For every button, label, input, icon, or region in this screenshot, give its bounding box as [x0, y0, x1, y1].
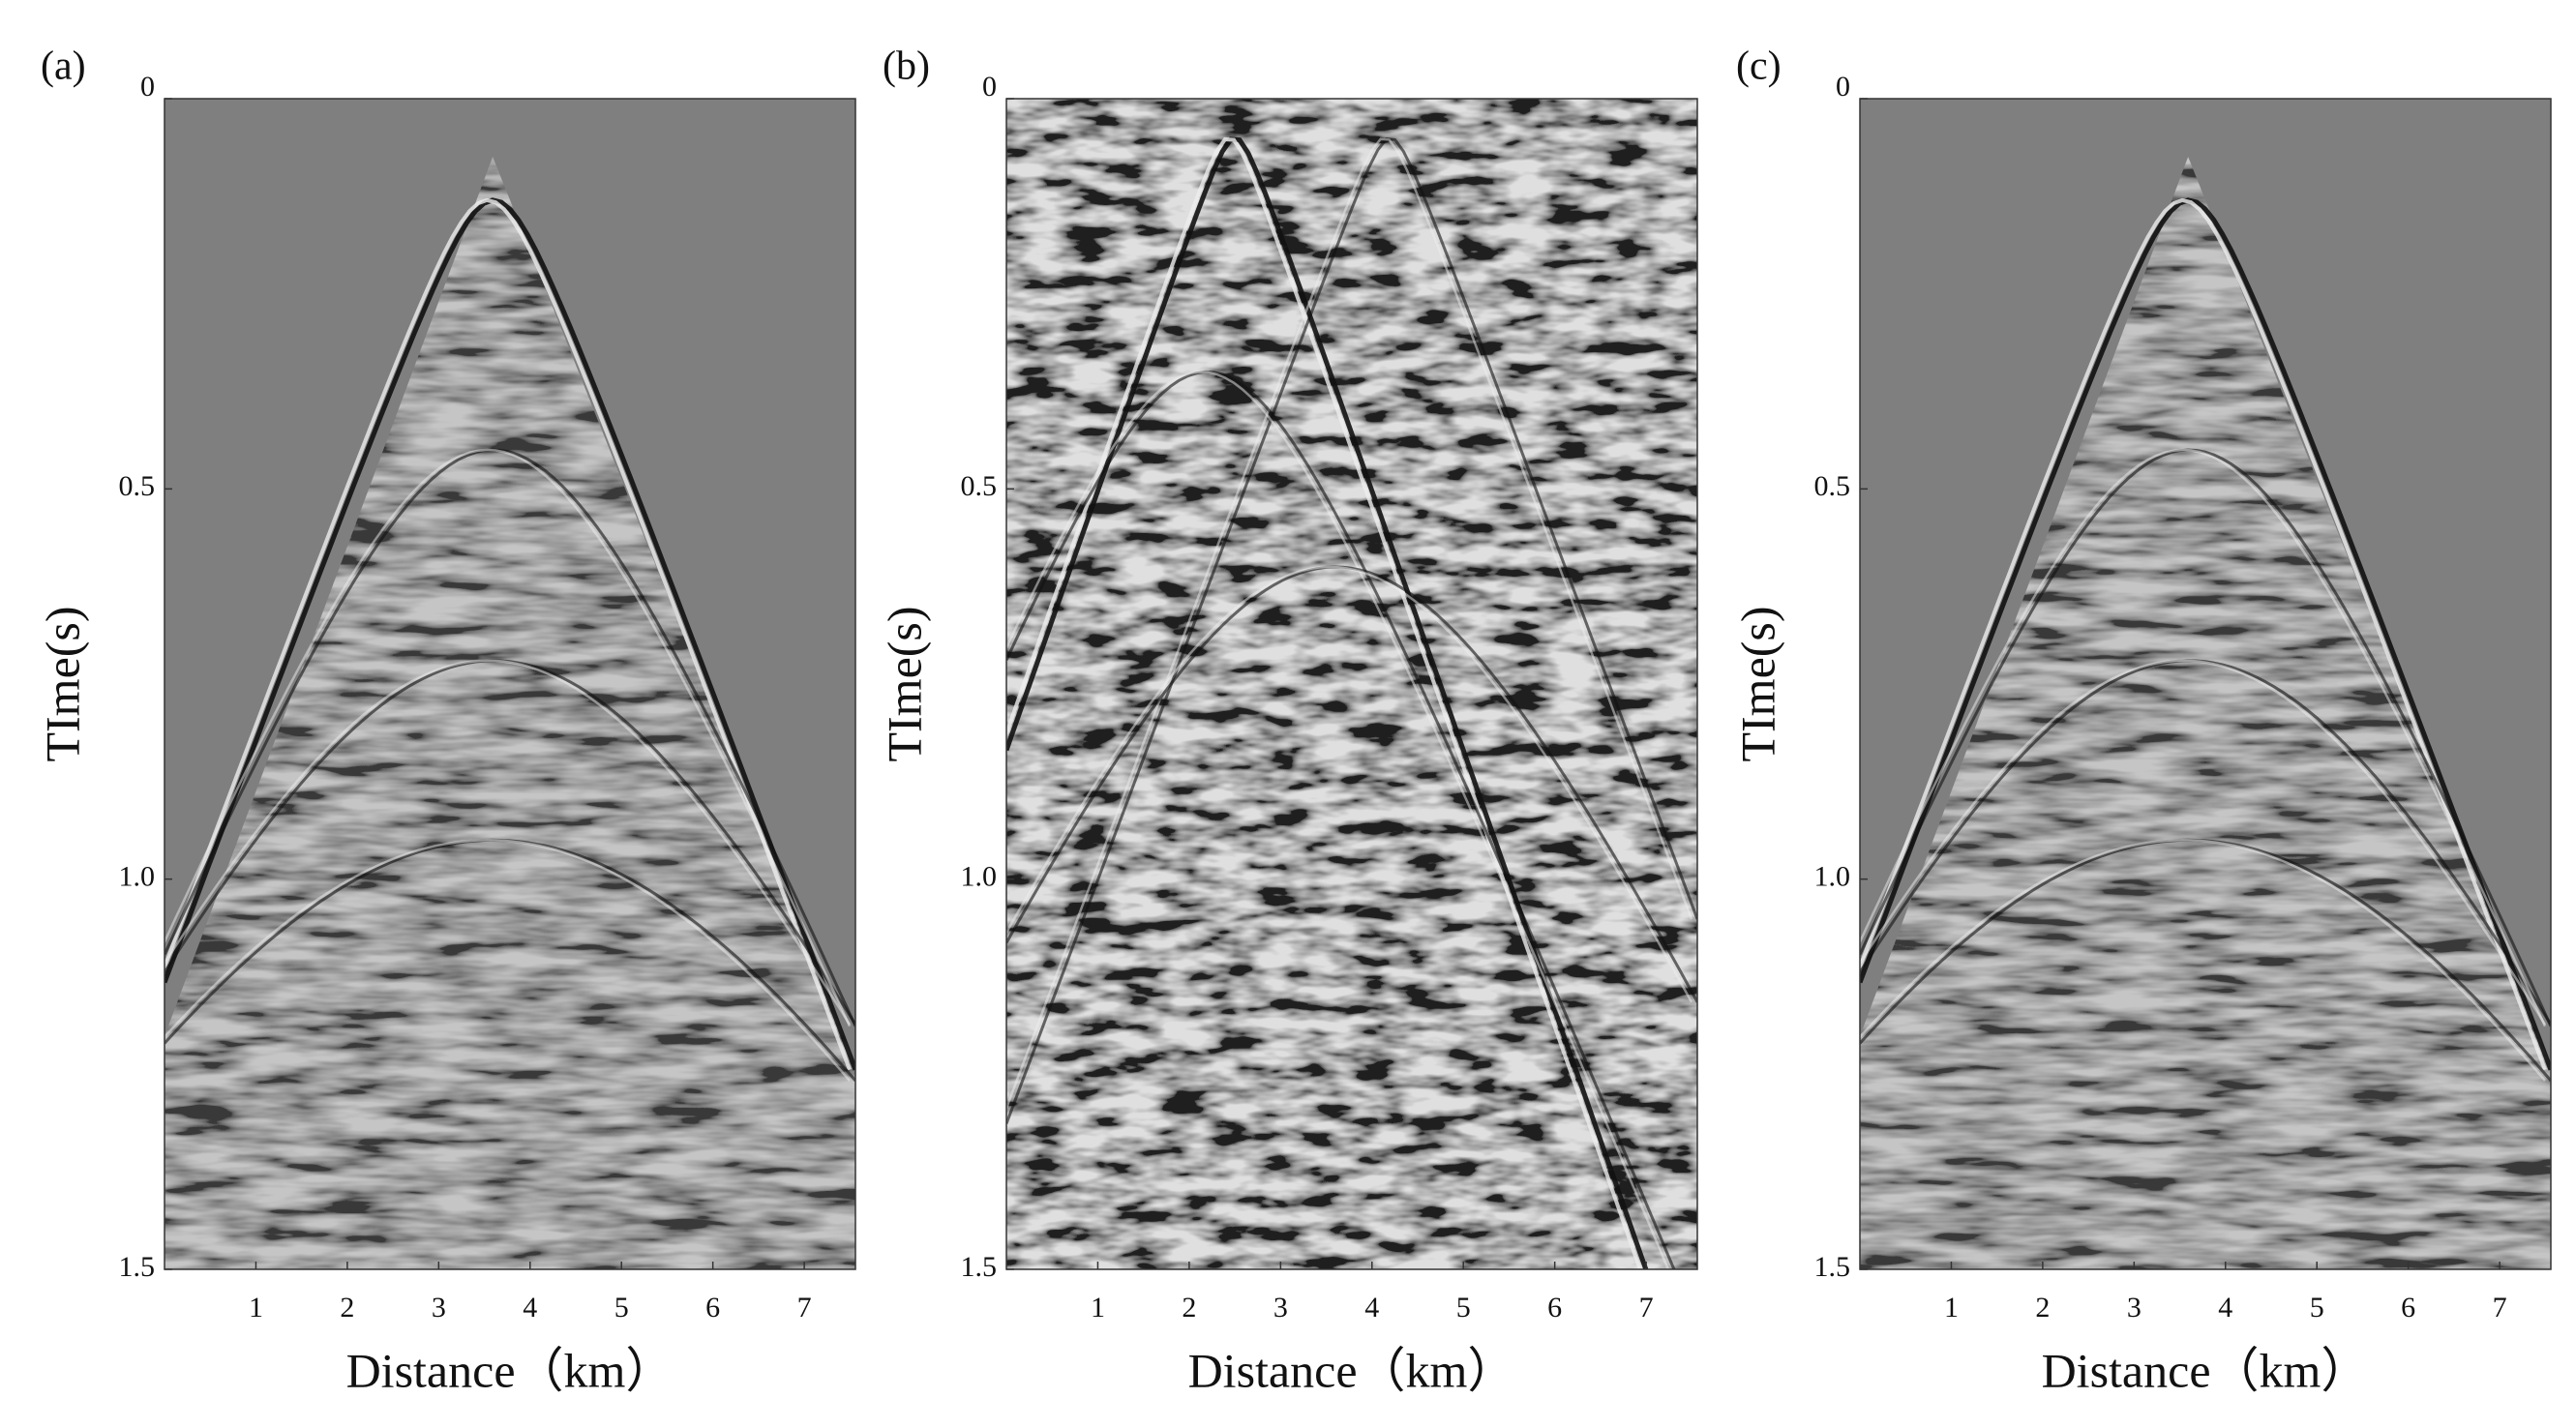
event-light: [165, 659, 852, 1026]
event-dark: [1860, 197, 2551, 1071]
x-axis-label: Distance（km）: [2042, 1343, 2370, 1397]
event-dark: [1006, 137, 1697, 1125]
x-axis-label: Distance（km）: [346, 1343, 674, 1397]
plot-area: [1860, 99, 2551, 1269]
panel: 1 2 3 4 5 6 7 0 0.5 1.0 1.5 Distance（km） TIme(s) (c): [1730, 45, 2552, 1397]
event-light: [1860, 839, 2546, 1082]
x-tick-label: 3: [2127, 1292, 2142, 1324]
y-axis-label: TIme(s): [877, 606, 931, 761]
x-tick-label: 2: [1182, 1292, 1196, 1324]
y-tick-label: 0.5: [119, 470, 156, 502]
y-tick-label: 1.0: [119, 861, 156, 893]
x-tick-label: 7: [797, 1292, 812, 1324]
x-axis-label: Distance（km）: [1188, 1343, 1516, 1397]
event-dark: [1860, 448, 2551, 1027]
event-dark: [1006, 370, 1676, 1269]
y-tick-label: 0: [140, 71, 155, 103]
event-dark: [165, 448, 855, 1027]
x-tick-label: 4: [1364, 1292, 1379, 1324]
x-tick-label: 5: [614, 1292, 629, 1324]
frame: [1005, 98, 1698, 1270]
frame: [164, 98, 856, 1270]
y-tick-label: 0: [982, 71, 997, 103]
event-light: [1860, 448, 2547, 1027]
x-tick-label: 6: [705, 1292, 720, 1324]
event-light: [1006, 137, 1693, 1113]
frame: [1859, 98, 2552, 1270]
y-tick-label: 1.0: [1814, 861, 1851, 893]
x-tick-label: 1: [1091, 1292, 1105, 1324]
event-light: [1006, 371, 1670, 1269]
event-light: [165, 197, 852, 1071]
y-tick-label: 0.5: [961, 470, 998, 502]
y-tick-label: 1.5: [961, 1251, 998, 1283]
y-tick-label: 0: [1836, 71, 1850, 103]
event-light: [1860, 197, 2547, 1071]
event-dark: [1006, 136, 1649, 1269]
panel: 1 2 3 4 5 6 7 0 0.5 1.0 1.5 Distance（km） TIme(s) (a): [35, 45, 856, 1397]
plot-area: [165, 99, 855, 1269]
x-tick-label: 1: [1944, 1292, 1959, 1324]
x-tick-label: 2: [340, 1292, 354, 1324]
x-tick-label: 6: [2401, 1292, 2415, 1324]
x-tick-label: 2: [2035, 1292, 2050, 1324]
x-tick-label: 5: [1456, 1292, 1471, 1324]
x-tick-label: 3: [432, 1292, 446, 1324]
x-tick-label: 4: [2218, 1292, 2232, 1324]
y-tick-label: 1.5: [1814, 1251, 1851, 1283]
x-tick-label: 3: [1273, 1292, 1288, 1324]
event-light: [1006, 136, 1642, 1269]
event-light: [1006, 565, 1693, 1003]
event-light: [165, 448, 852, 1027]
plot-area: [1006, 99, 1697, 1269]
panel: 1 2 3 4 5 6 7 0 0.5 1.0 1.5 Distance（km） TIme(s) (b): [877, 45, 1698, 1397]
y-axis-label: TIme(s): [35, 606, 89, 761]
event-dark: [165, 197, 855, 1071]
x-tick-label: 1: [249, 1292, 263, 1324]
x-tick-label: 6: [1547, 1292, 1562, 1324]
panel-label: (b): [883, 45, 930, 89]
y-tick-label: 0.5: [1814, 470, 1851, 502]
panel-label: (a): [41, 45, 86, 89]
x-tick-label: 7: [2493, 1292, 2507, 1324]
texture: [165, 99, 855, 1269]
texture: [1860, 99, 2551, 1269]
y-tick-label: 1.5: [119, 1251, 156, 1283]
x-tick-label: 4: [523, 1292, 537, 1324]
texture: [1006, 99, 1697, 1269]
x-tick-label: 7: [1639, 1292, 1654, 1324]
panel-label: (c): [1736, 45, 1782, 89]
y-axis-label: TIme(s): [1730, 606, 1784, 761]
event-light: [1860, 659, 2547, 1026]
y-tick-label: 1.0: [961, 861, 998, 893]
event-light: [165, 839, 851, 1082]
x-tick-label: 5: [2310, 1292, 2324, 1324]
